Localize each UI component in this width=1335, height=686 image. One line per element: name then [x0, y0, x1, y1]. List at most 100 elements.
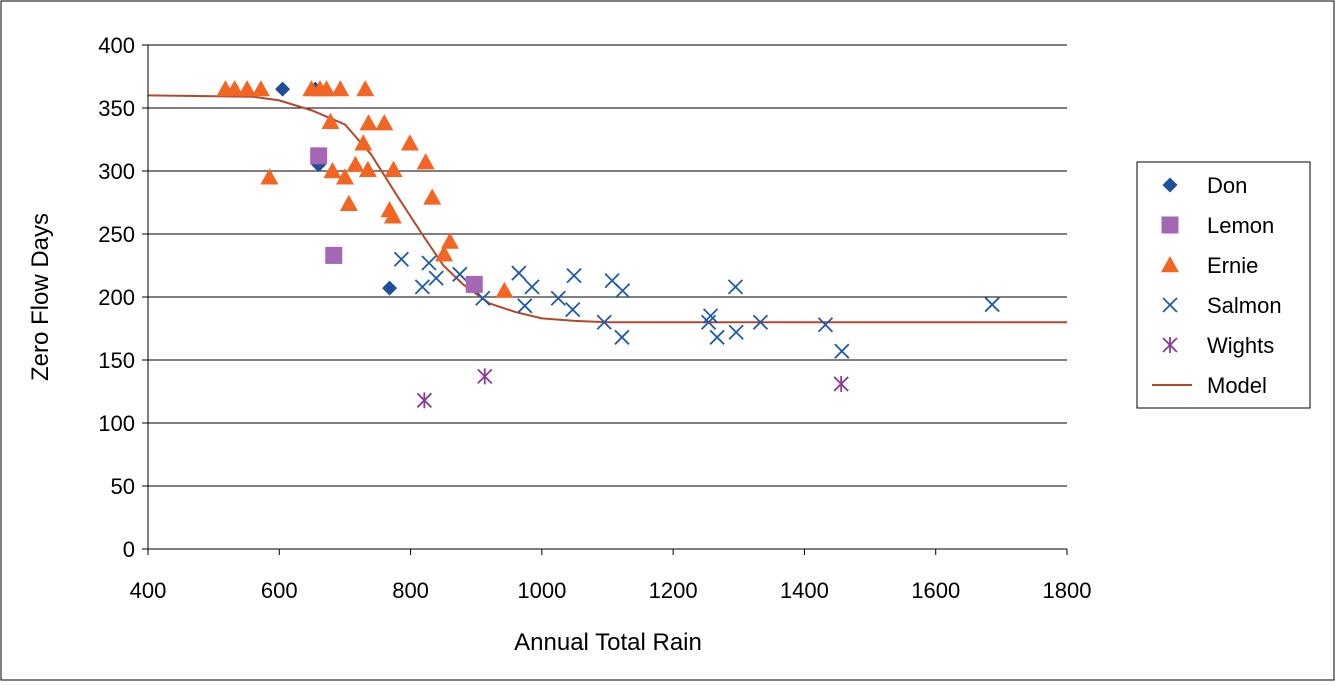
lemon-point — [465, 275, 483, 293]
ernie-point — [323, 162, 342, 179]
legend-label-salmon: Salmon — [1207, 293, 1282, 318]
salmon-point — [752, 314, 769, 330]
salmon-point — [524, 279, 540, 295]
x-tick-label: 400 — [130, 578, 167, 603]
ernie-point — [384, 160, 403, 177]
salmon-point — [566, 267, 582, 284]
ernie-point — [356, 80, 375, 97]
ernie-point — [260, 168, 279, 185]
ernie-point — [358, 160, 377, 177]
ernie-point — [435, 245, 454, 262]
salmon-point — [728, 324, 744, 340]
x-stroke — [728, 324, 744, 340]
x-stroke — [834, 343, 850, 359]
x-stroke — [550, 290, 566, 306]
salmon-point — [596, 314, 612, 330]
x-tick-label: 1200 — [649, 578, 698, 603]
y-tick-label: 50 — [111, 474, 135, 499]
salmon-point — [452, 266, 468, 282]
x-stroke — [393, 251, 410, 267]
x-stroke — [475, 290, 491, 306]
legend-label-lemon: Lemon — [1207, 213, 1274, 238]
x-stroke — [727, 279, 744, 295]
lemon-point — [325, 246, 343, 264]
x-stroke — [614, 329, 630, 345]
ernie-point — [440, 232, 459, 249]
salmon-point — [475, 290, 491, 306]
salmon-point — [393, 251, 410, 267]
x-tick-label: 800 — [392, 578, 429, 603]
legend: Don Lemon Ernie Salmon Wights Model — [1136, 161, 1311, 409]
salmon-point — [517, 298, 533, 314]
ernie-point — [238, 80, 257, 97]
model-line — [147, 94, 1067, 324]
wights-point — [833, 375, 849, 392]
wights-point — [477, 368, 493, 385]
x-stroke — [524, 279, 540, 295]
legend-label-model: Model — [1207, 373, 1267, 398]
marker-layer — [216, 80, 1000, 409]
salmon-point — [511, 265, 527, 281]
x-axis-title: Annual Total Rain — [514, 629, 702, 656]
salmon-point — [550, 290, 566, 306]
don-point — [382, 280, 398, 296]
ernie-point — [335, 168, 354, 185]
ernie-point — [400, 134, 419, 151]
salmon-point — [817, 317, 834, 333]
don-point — [275, 81, 291, 97]
x-stroke — [517, 298, 533, 314]
y-tick-label: 400 — [98, 33, 135, 58]
y-axis-title: Zero Flow Days — [27, 213, 54, 381]
ernie-point — [354, 134, 373, 151]
x-stroke — [752, 314, 769, 330]
salmon-point — [834, 343, 850, 359]
x-tick-label: 1600 — [911, 578, 960, 603]
ernie-point — [383, 207, 402, 224]
x-stroke — [511, 265, 527, 281]
salmon-point — [614, 329, 630, 345]
x-tick-label: 600 — [261, 578, 298, 603]
model-layer — [147, 94, 1067, 324]
legend-swatch-wights — [1162, 337, 1178, 353]
ernie-point — [359, 114, 378, 131]
ernie-point — [495, 281, 514, 298]
x-tick-label: 1400 — [780, 578, 829, 603]
x-tick-label: 1000 — [517, 578, 566, 603]
y-tick-label: 350 — [98, 96, 135, 121]
x-stroke — [702, 308, 719, 324]
y-tick-label: 250 — [98, 222, 135, 247]
legend-swatch-don — [1162, 177, 1178, 193]
legend-label-ernie: Ernie — [1207, 253, 1258, 278]
legend-label-wights: Wights — [1207, 333, 1274, 358]
legend-box — [1136, 161, 1311, 409]
ernie-point — [251, 80, 270, 97]
y-tick-label: 100 — [98, 411, 135, 436]
salmon-point — [428, 270, 444, 286]
legend-swatch-ernie — [1161, 256, 1179, 273]
salmon-point — [702, 308, 719, 324]
ernie-point — [423, 188, 442, 205]
x-stroke — [428, 270, 444, 286]
lemon-point — [310, 147, 328, 165]
x-stroke — [604, 272, 620, 289]
salmon-point — [421, 255, 437, 271]
legend-swatch-salmon — [1162, 297, 1178, 313]
y-tick-label: 300 — [98, 159, 135, 184]
salmon-point — [727, 279, 744, 295]
salmon-point — [709, 329, 725, 345]
legend-swatch-lemon — [1161, 216, 1179, 234]
x-stroke — [596, 314, 612, 330]
ernie-point — [321, 112, 340, 130]
axis-layer: 0 50 100 150 200 250 300 350 400 400 600 800 1000 120… — [98, 33, 1091, 603]
y-tick-label: 150 — [98, 348, 135, 373]
salmon-point — [414, 279, 431, 295]
x-tick-label: 1800 — [1043, 578, 1092, 603]
ernie-point — [331, 80, 350, 97]
legend-label-don: Don — [1207, 173, 1247, 198]
ernie-point — [317, 80, 336, 97]
x-stroke — [566, 267, 582, 284]
ernie-point — [339, 194, 358, 211]
